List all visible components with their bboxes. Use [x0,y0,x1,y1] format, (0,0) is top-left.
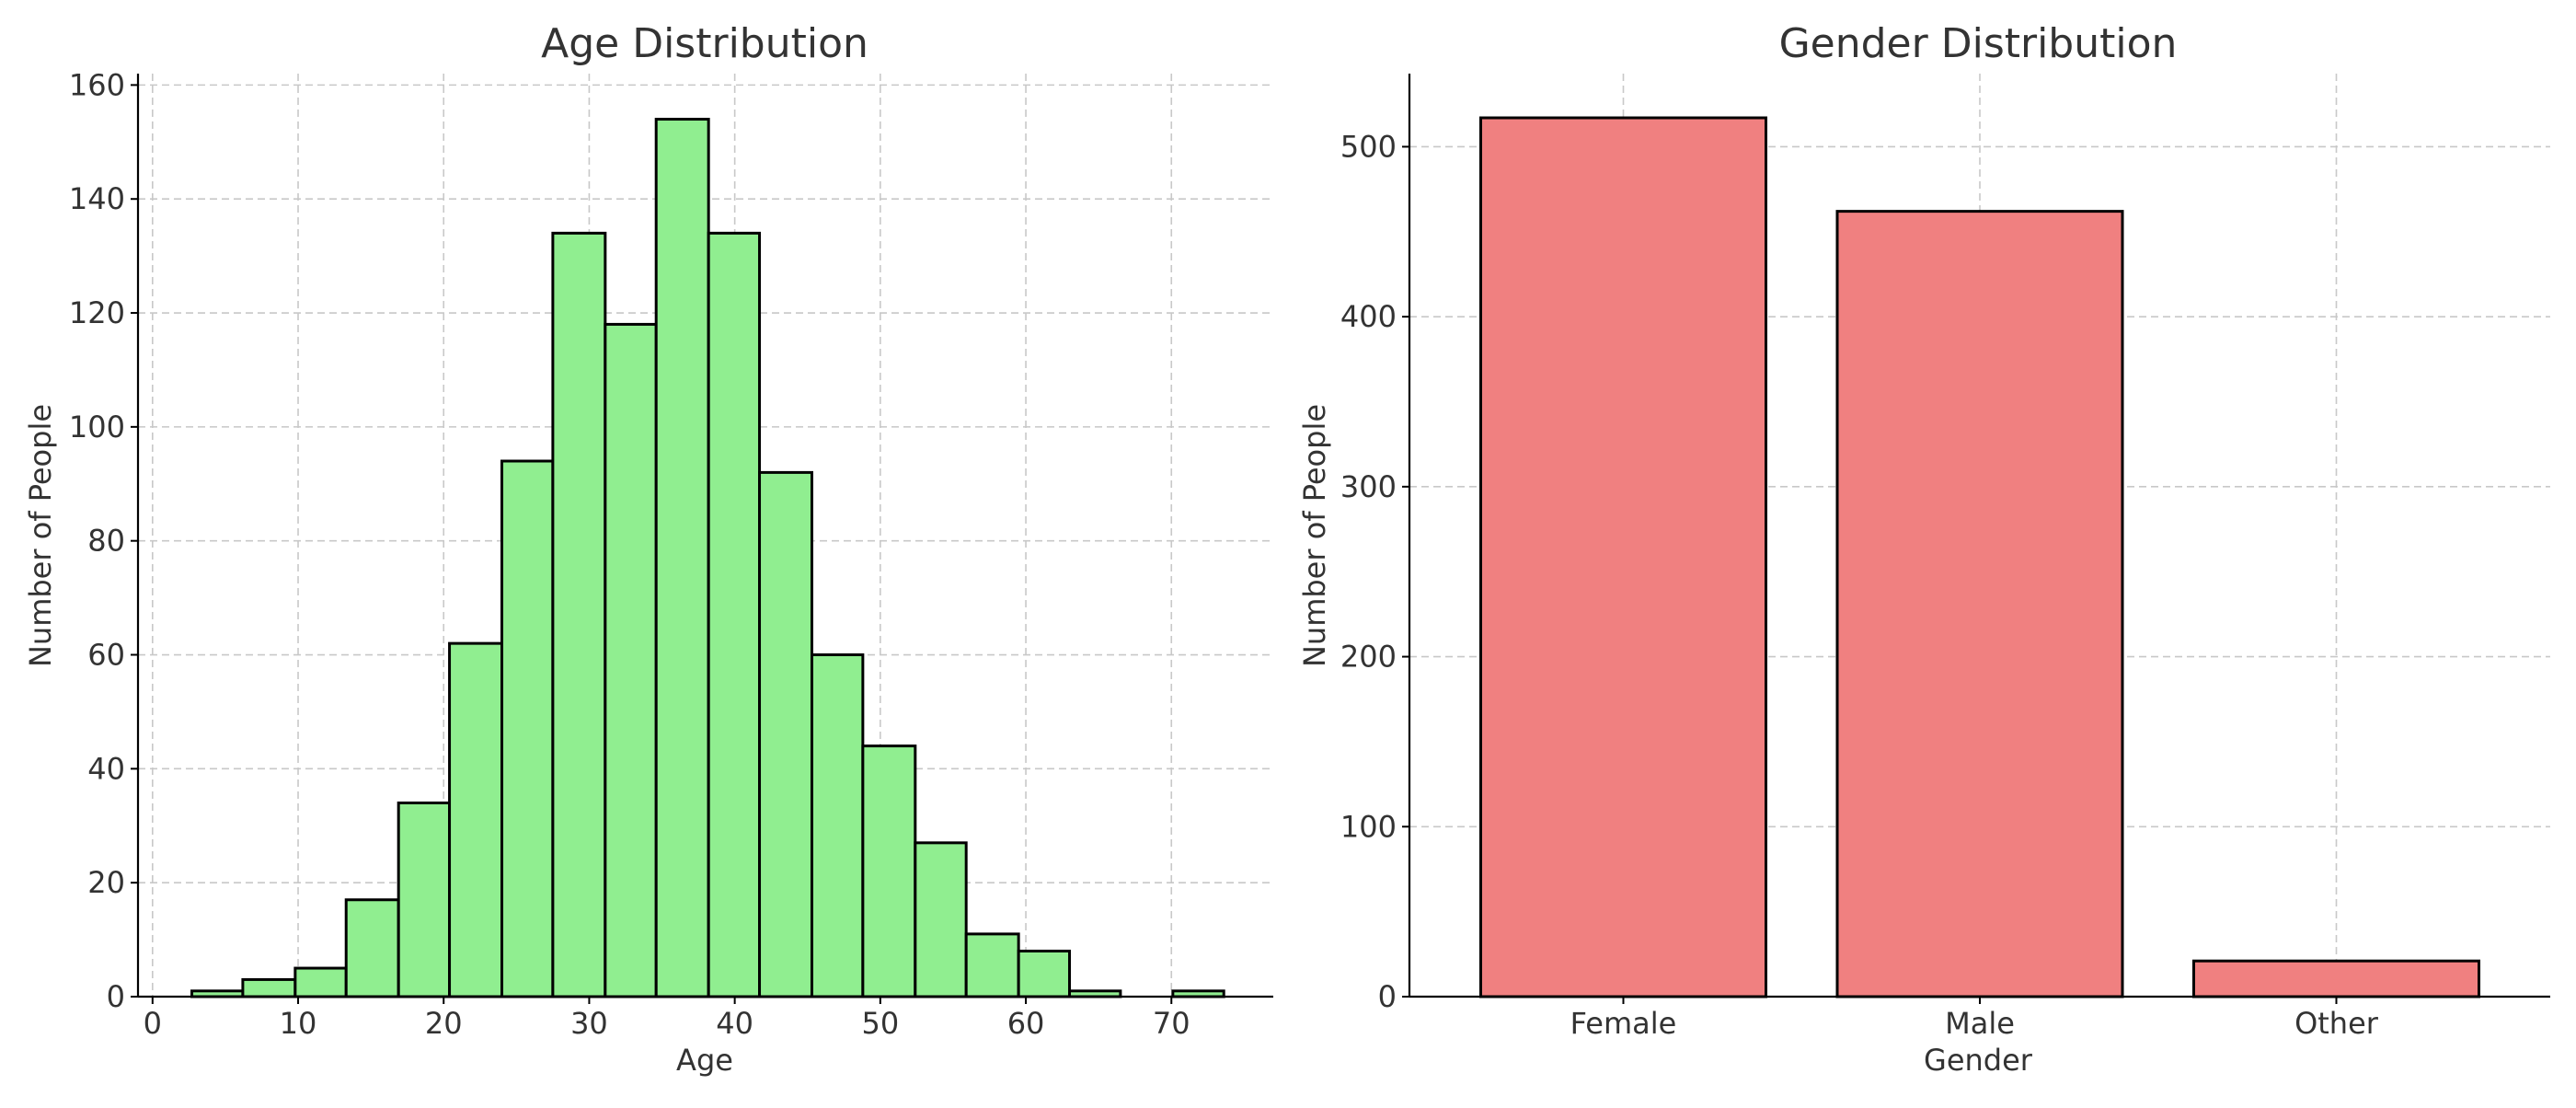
age-bar [707,231,762,998]
age-y-tick-label: 0 [107,979,125,1014]
age-y-tick-label: 120 [69,295,125,330]
age-x-tick-label: 60 [1007,1006,1045,1041]
age-y-tick-label: 160 [69,67,125,102]
gender-y-tick-label: 500 [1340,129,1397,164]
gender-bar-male [1835,210,2124,998]
age-x-tick-label: 40 [716,1006,753,1041]
age-bar [964,932,1020,998]
gender-x-tick-label: Male [1945,1006,2015,1041]
age-bar [500,459,555,998]
age-x-axis-label: Age [676,1043,733,1078]
age-bar [861,744,917,998]
gender-bar-female [1479,116,1767,998]
age-bar [810,653,865,998]
age-x-tick-label: 30 [570,1006,608,1041]
age-y-tick-label: 20 [87,865,125,900]
age-x-tick-label: 10 [280,1006,317,1041]
age-ticks: 0 10 20 30 40 50 60 70 0 20 40 60 80 100 120 140 160 [69,67,1190,1041]
age-bar [654,118,710,998]
age-bar [1017,949,1072,998]
gender-y-tick-label: 100 [1340,809,1397,844]
age-y-tick-label: 40 [87,751,125,786]
age-bars [190,118,1225,998]
gender-y-tick-label: 0 [1378,979,1397,1014]
age-y-axis-label: Number of People [23,404,58,667]
gender-x-tick-label: Female [1570,1006,1677,1041]
age-x-tick-label: 0 [144,1006,162,1041]
age-bar [604,322,658,998]
age-chart-title: Age Distribution [541,20,868,67]
gender-ticks: Female Male Other 0 100 200 300 400 500 [1340,129,2379,1041]
gender-y-tick-label: 200 [1340,640,1397,675]
age-bar [397,801,452,998]
age-x-tick-label: 50 [861,1006,899,1041]
gender-bar-panel: Female Male Other 0 100 200 300 400 500 Gender D… [1297,20,2550,1078]
age-x-tick-label: 70 [1153,1006,1190,1041]
age-bar [241,977,297,998]
age-bar [293,966,348,998]
age-bar [448,641,504,998]
age-axes [136,74,1273,998]
gender-y-axis-label: Number of People [1297,404,1332,667]
gender-x-tick-label: Other [2294,1006,2379,1041]
gender-bar-other [2192,959,2480,998]
age-bar [551,231,607,998]
age-x-tick-label: 20 [425,1006,463,1041]
age-bar [758,470,813,998]
age-bar [914,841,968,998]
gender-x-axis-label: Gender [1924,1043,2033,1078]
gender-y-tick-label: 300 [1340,469,1397,504]
gender-bars [1479,116,2480,998]
gender-y-tick-label: 400 [1340,299,1397,334]
age-histogram-panel: 0 10 20 30 40 50 60 70 0 20 40 60 80 100 120 140 160 Age… [23,20,1273,1078]
age-y-tick-label: 100 [69,410,125,444]
age-bar [344,898,400,998]
age-y-tick-label: 80 [87,524,125,559]
age-y-tick-label: 140 [69,181,125,216]
gender-chart-title: Gender Distribution [1779,20,2178,67]
age-y-tick-label: 60 [87,638,125,673]
